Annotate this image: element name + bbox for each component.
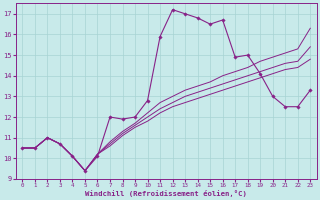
X-axis label: Windchill (Refroidissement éolien,°C): Windchill (Refroidissement éolien,°C) (85, 190, 247, 197)
